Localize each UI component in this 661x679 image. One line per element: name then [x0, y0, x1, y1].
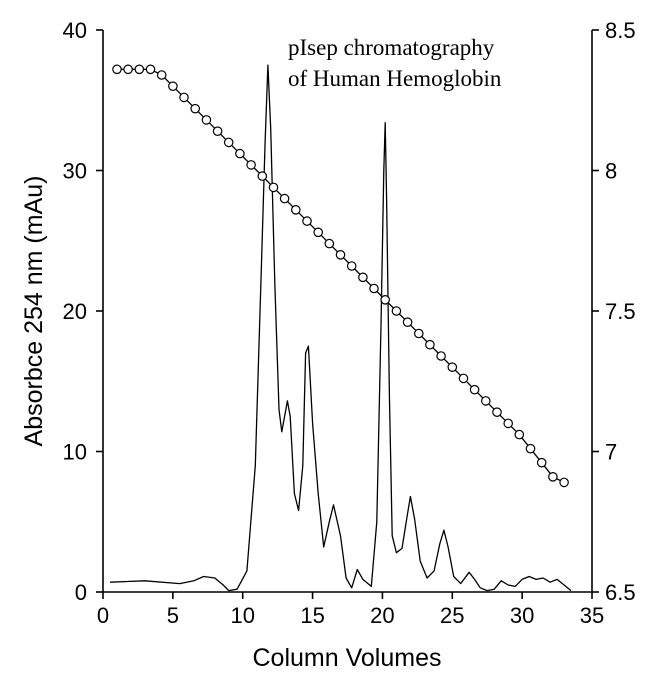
- ph-data-point: [536, 457, 547, 468]
- ph-data-point: [447, 362, 458, 372]
- x-axis-ticks: 0 5 10 15 20 25 30 35: [97, 592, 604, 628]
- absorbance-trace-line: [109, 64, 572, 592]
- ph-data-point: [514, 429, 525, 440]
- ph-data-point: [458, 373, 469, 384]
- ph-data-point: [559, 477, 569, 488]
- y-tick-label: 20: [63, 299, 87, 324]
- ph-data-point: [503, 418, 513, 429]
- x-tick-label: 10: [230, 603, 254, 628]
- ph-data-point: [346, 261, 357, 271]
- ph-data-point: [335, 250, 346, 260]
- y-tick-label: 0: [75, 580, 87, 605]
- x-tick-label: 30: [510, 603, 534, 628]
- right-y-axis-ticks: 6.5 7 7.5 8 8.5: [592, 18, 636, 605]
- y2-tick-label: 8.5: [605, 18, 636, 43]
- ph-data-point: [313, 227, 323, 238]
- ph-data-point: [302, 216, 312, 226]
- ph-data-point: [145, 64, 156, 75]
- ph-data-point: [257, 171, 268, 181]
- series-layer: [109, 64, 572, 592]
- chart-title-line2: of Human Hemoglobin: [288, 66, 502, 91]
- ph-data-point: [156, 70, 167, 80]
- ph-gradient-line: [117, 68, 565, 483]
- ph-data-point: [402, 317, 413, 327]
- ph-data-point: [391, 306, 402, 316]
- ph-data-point: [235, 148, 245, 159]
- ph-data-point: [425, 339, 435, 350]
- ph-data-point: [123, 64, 133, 75]
- y2-tick-label: 7: [605, 440, 617, 465]
- ph-data-point: [525, 443, 536, 454]
- ph-data-point: [358, 272, 368, 283]
- ph-data-point: [190, 103, 200, 114]
- ph-data-point: [436, 351, 446, 361]
- y-tick-label: 10: [63, 440, 87, 465]
- ph-data-point: [290, 205, 301, 215]
- ph-data-point: [369, 283, 379, 294]
- ph-data-point: [492, 407, 502, 417]
- ph-data-point: [212, 126, 223, 136]
- y2-tick-label: 6.5: [605, 580, 636, 605]
- ph-data-point: [279, 193, 290, 204]
- ph-data-point: [324, 238, 335, 249]
- ph-data-point: [268, 182, 279, 193]
- y-tick-label: 30: [63, 159, 87, 184]
- ph-data-point: [413, 328, 424, 339]
- ph-data-point: [469, 384, 480, 395]
- ph-gradient-series: [112, 64, 569, 488]
- y2-tick-label: 7.5: [605, 299, 636, 324]
- x-tick-label: 35: [580, 603, 604, 628]
- ph-data-point: [201, 115, 212, 125]
- ph-data-point: [179, 92, 189, 103]
- ph-data-point: [480, 396, 491, 406]
- ph-data-point: [134, 64, 145, 75]
- ph-data-point: [380, 294, 390, 305]
- y-axis-title: Absorbce 254 nm (mAu): [20, 176, 48, 447]
- ph-data-point: [112, 64, 122, 75]
- x-axis-title: Column Volumes: [253, 644, 442, 672]
- ph-data-point: [548, 471, 558, 482]
- x-tick-label: 25: [440, 603, 464, 628]
- x-tick-label: 0: [97, 603, 109, 628]
- chart-title-line1: pIsep chromatography: [288, 35, 495, 60]
- y2-tick-label: 8: [605, 159, 617, 184]
- ph-data-point: [223, 137, 234, 148]
- x-tick-label: 15: [300, 603, 324, 628]
- y-tick-label: 40: [63, 18, 87, 43]
- absorbance-trace-series: [109, 64, 572, 592]
- left-y-axis-ticks: 0 10 20 30 40: [63, 18, 103, 605]
- x-tick-label: 5: [167, 603, 179, 628]
- x-tick-label: 20: [370, 603, 394, 628]
- ph-data-point: [246, 160, 256, 170]
- plot-frame: [102, 30, 593, 593]
- ph-data-point: [168, 81, 178, 91]
